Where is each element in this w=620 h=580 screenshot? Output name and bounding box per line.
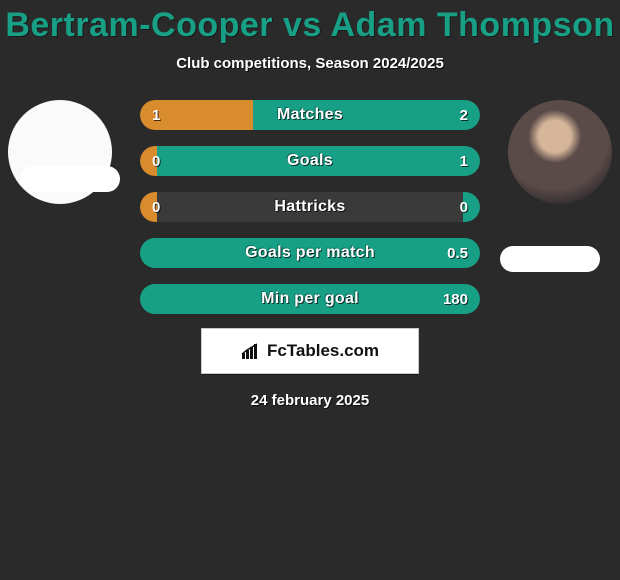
site-logo-text: FcTables.com [267,341,379,361]
stat-label: Matches [140,100,480,130]
stat-row: Min per goal180 [140,284,480,314]
stat-value-right: 2 [460,100,468,130]
comparison-chart: Matches12Goals01Hattricks00Goals per mat… [0,100,620,320]
snapshot-date: 24 february 2025 [0,392,620,409]
player-left-badge [20,166,120,192]
stat-value-right: 0 [460,192,468,222]
stat-row: Hattricks0 0 [140,192,480,222]
stat-label: Goals per match [140,238,480,268]
bar-chart-icon [241,342,263,360]
stat-label: Hattricks [140,192,480,222]
stat-label: Min per goal [140,284,480,314]
stat-value-right: 0.5 [447,238,468,268]
stat-row: Goals per match0.5 [140,238,480,268]
stat-value-right: 180 [443,284,468,314]
page-subtitle: Club competitions, Season 2024/2025 [0,55,620,72]
stat-row: Goals0 1 [140,146,480,176]
player-right-badge [500,246,600,272]
site-logo: FcTables.com [201,328,419,374]
stat-label: Goals [140,146,480,176]
stat-row: Matches1 2 [140,100,480,130]
page-title: Bertram-Cooper vs Adam Thompson [0,6,620,45]
player-right-avatar [508,100,612,204]
stat-value-left: 0 [152,192,160,222]
stat-bars: Matches12Goals01Hattricks00Goals per mat… [140,100,480,330]
stat-value-right: 1 [460,146,468,176]
stat-value-left: 1 [152,100,160,130]
stat-value-left: 0 [152,146,160,176]
